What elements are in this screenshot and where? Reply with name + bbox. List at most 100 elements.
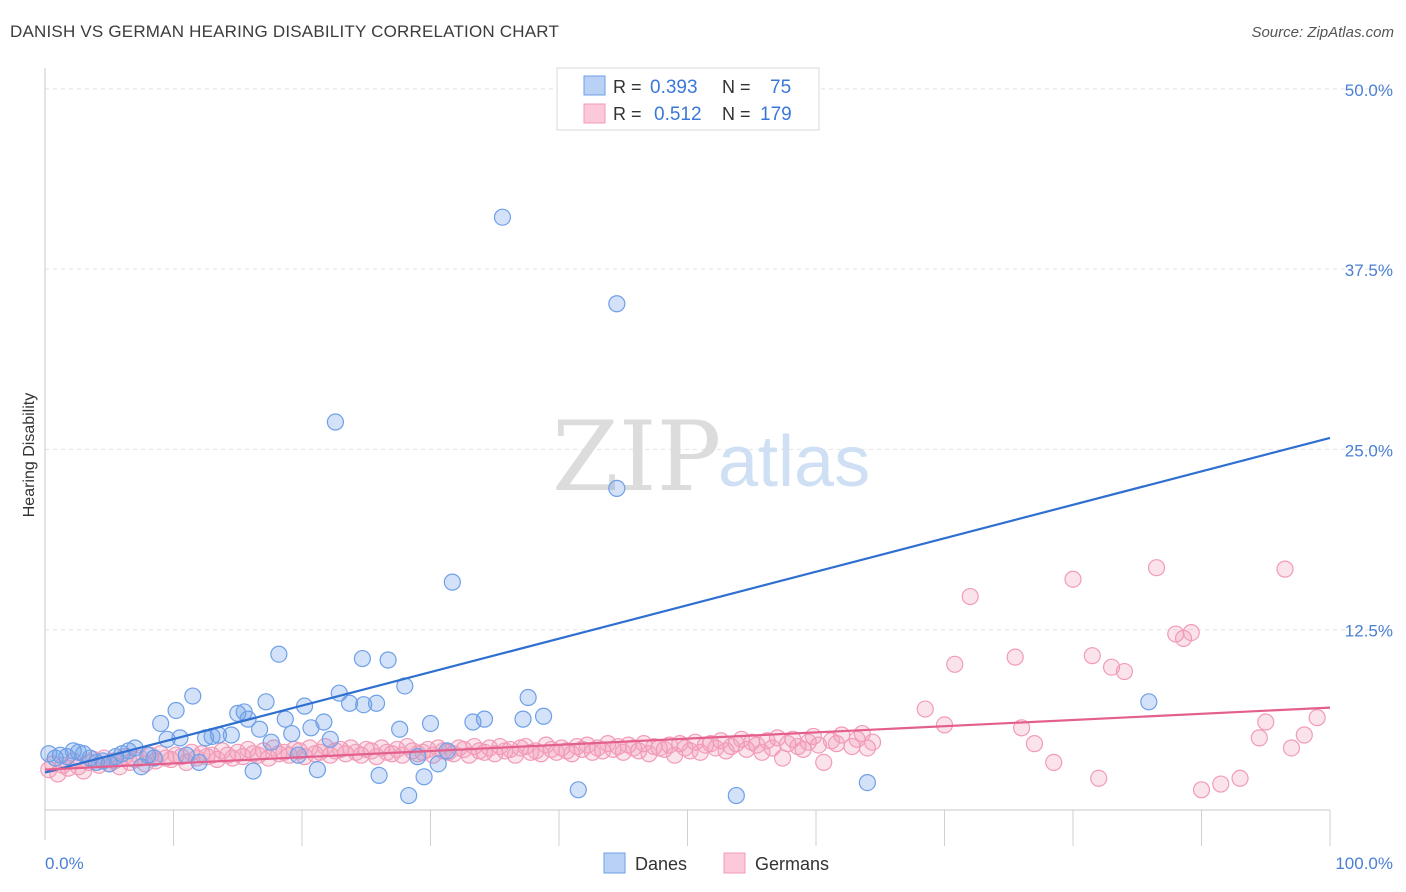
data-point-danes <box>608 479 626 497</box>
data-point-danes <box>519 688 537 707</box>
data-point-danes <box>400 786 418 805</box>
data-point-germans <box>1025 735 1044 753</box>
data-point-germans <box>1064 570 1082 588</box>
x-tick-labels: 0.0% 100.0% <box>45 854 1393 873</box>
data-point-danes <box>184 687 202 705</box>
data-point-danes <box>222 726 240 744</box>
data-point-danes <box>569 781 587 799</box>
data-point-danes <box>421 714 440 733</box>
data-point-danes <box>51 746 70 764</box>
data-point-germans <box>624 739 643 757</box>
y-tick-labels: 12.5% 25.0% 37.5% 50.0% <box>1345 81 1393 641</box>
data-point-danes <box>415 768 433 786</box>
legend-danes-r-value: 0.393 <box>650 77 698 98</box>
y-tick-label: 25.0% <box>1345 441 1393 460</box>
data-point-germans <box>1102 658 1121 676</box>
data-point-germans <box>1182 623 1200 642</box>
data-point-danes <box>514 710 532 728</box>
axes <box>44 68 1331 846</box>
data-point-germans <box>961 587 979 606</box>
data-point-danes <box>315 713 333 731</box>
data-point-danes <box>145 749 163 767</box>
data-point-germans <box>1276 560 1294 578</box>
data-point-danes <box>370 766 388 784</box>
data-point-germans <box>1257 713 1275 731</box>
data-point-danes <box>379 651 397 669</box>
data-point-germans <box>789 737 807 756</box>
watermark-zip: ZIP <box>552 401 721 513</box>
data-point-germans <box>815 753 833 772</box>
data-point-danes <box>244 762 262 780</box>
data-point-danes <box>391 720 409 738</box>
legend-bottom-danes-swatch <box>603 852 626 874</box>
legend-bottom-danes-label: Danes <box>635 854 687 874</box>
data-point-danes <box>283 724 301 743</box>
y-axis-title: Hearing Disability <box>21 393 38 518</box>
data-point-danes <box>1140 693 1158 711</box>
legend-germans-n-value: 179 <box>760 104 792 125</box>
data-point-germans <box>1006 648 1024 666</box>
trend-line-danes <box>44 436 1331 774</box>
data-point-danes <box>608 295 626 313</box>
data-point-germans <box>946 655 964 673</box>
data-point-germans <box>1282 739 1301 757</box>
data-point-germans <box>1250 729 1268 747</box>
chart-source: Source: ZipAtlas.com <box>1251 24 1394 41</box>
x-tick-label: 100.0% <box>1335 854 1393 873</box>
data-point-danes <box>321 730 339 748</box>
data-point-danes <box>475 710 494 728</box>
data-point-germans <box>863 733 882 751</box>
data-point-danes <box>167 701 185 720</box>
data-point-germans <box>1295 726 1313 744</box>
data-point-germans <box>1083 647 1101 665</box>
data-point-danes <box>353 649 371 668</box>
legend-bottom: Danes Germans <box>603 852 829 874</box>
data-point-danes <box>308 761 327 779</box>
data-point-germans <box>809 736 828 754</box>
legend-bottom-germans-label: Germans <box>755 854 829 874</box>
y-tick-label: 12.5% <box>1345 622 1393 641</box>
series-germans-points <box>40 559 1326 799</box>
watermark: ZIP atlas <box>552 401 870 513</box>
data-point-danes <box>152 714 170 733</box>
data-point-danes <box>289 746 307 764</box>
data-point-danes <box>257 693 275 711</box>
data-point-danes <box>276 710 294 728</box>
data-point-germans <box>1115 662 1134 681</box>
data-point-germans <box>773 749 792 767</box>
legend-danes-swatch <box>583 75 606 96</box>
legend-top: R = 0.393 N = 75 R = 0.512 N = 179 <box>556 67 820 131</box>
data-point-germans <box>916 700 934 718</box>
data-point-danes <box>367 694 386 712</box>
x-tick-label: 0.0% <box>45 854 84 873</box>
watermark-atlas: atlas <box>718 422 870 502</box>
data-point-germans <box>1045 753 1063 772</box>
legend-bottom-germans-swatch <box>723 852 746 874</box>
data-point-danes <box>858 773 877 792</box>
y-tick-label: 37.5% <box>1345 261 1393 280</box>
legend-germans-swatch <box>583 103 606 124</box>
data-point-danes <box>443 573 461 591</box>
data-point-germans <box>1147 559 1166 577</box>
trend-lines <box>44 436 1331 774</box>
data-point-danes <box>340 694 359 712</box>
data-point-danes <box>534 707 553 725</box>
legend-danes-r-label: R = <box>613 77 642 97</box>
y-tick-label: 50.0% <box>1345 81 1393 100</box>
data-point-danes <box>727 786 745 805</box>
data-point-danes <box>250 720 269 738</box>
legend-danes-n-value: 75 <box>770 77 791 98</box>
data-point-germans <box>1212 775 1230 793</box>
legend-germans-n-label: N = <box>722 104 751 124</box>
data-point-germans <box>1012 719 1031 737</box>
trend-line-germans <box>44 706 1331 771</box>
data-point-germans <box>822 732 841 750</box>
data-point-danes <box>262 733 280 751</box>
data-point-danes <box>270 645 288 663</box>
data-point-germans <box>1308 709 1326 727</box>
grid-lines <box>45 88 1392 631</box>
series-danes-points <box>40 103 1158 805</box>
legend-danes-n-label: N = <box>722 77 751 97</box>
chart-title: DANISH VS GERMAN HEARING DISABILITY CORR… <box>10 22 560 41</box>
